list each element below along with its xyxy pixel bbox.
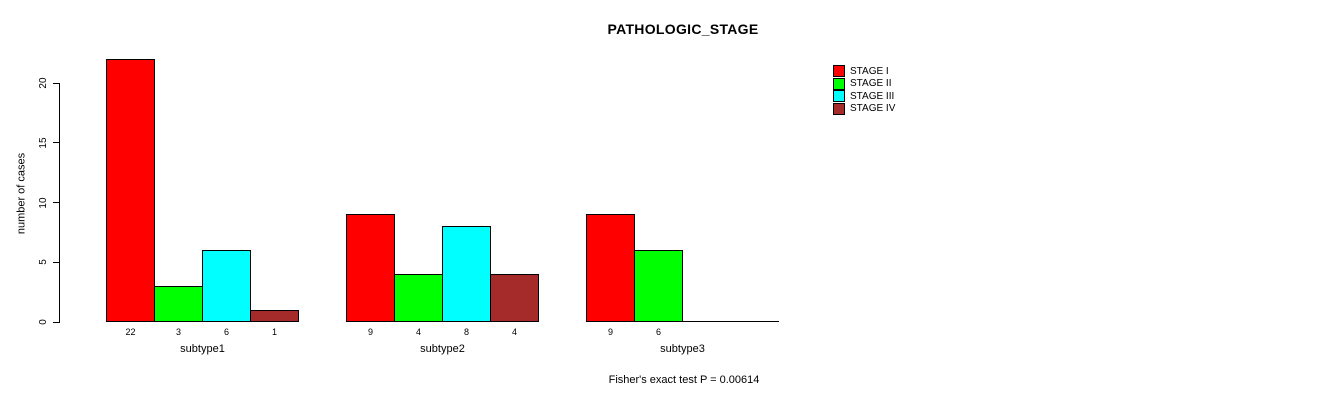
legend-item: STAGE III (833, 90, 895, 103)
bar (106, 59, 155, 322)
y-tick-label: 20 (38, 77, 49, 89)
bar-count-label: 4 (511, 327, 517, 337)
bar-count-label: 3 (175, 327, 181, 337)
bar-count-label: 8 (463, 327, 469, 337)
legend-swatch-stage-i (833, 65, 845, 78)
y-tick-label: 0 (38, 319, 49, 325)
y-tick-mark (53, 202, 60, 203)
bar (154, 286, 203, 322)
y-tick-mark (53, 82, 60, 84)
y-axis-line (59, 83, 60, 323)
legend-label: STAGE II (850, 78, 892, 90)
bar (634, 250, 683, 322)
bar-count-label: 6 (223, 327, 229, 337)
legend-label: STAGE III (850, 90, 895, 102)
bar-count-label: 4 (415, 327, 421, 337)
y-tick-mark (53, 321, 60, 323)
legend-item: STAGE II (833, 77, 895, 91)
bar-count-label: 22 (125, 327, 136, 337)
y-tick-mark (53, 261, 60, 263)
y-tick-mark (53, 142, 60, 144)
zero-bar-baseline (682, 321, 731, 322)
zero-bar-baseline (730, 321, 779, 322)
group-label: subtype3 (660, 343, 705, 355)
bar (250, 310, 299, 322)
bar (586, 214, 635, 322)
legend-swatch-stage-iii (833, 90, 845, 103)
footnote-stat-test: Fisher's exact test P = 0.00614 (608, 374, 760, 386)
legend-swatch-stage-iv (833, 102, 845, 115)
legend: STAGE I STAGE II STAGE III STAGE IV (833, 65, 895, 115)
bar-count-label: 9 (367, 327, 373, 337)
y-tick-label: 5 (38, 259, 49, 266)
y-tick-label: 15 (38, 137, 49, 149)
y-axis-title: number of cases (15, 152, 28, 235)
chart-title: PATHOLOGIC_STAGE (607, 21, 759, 37)
group-label: subtype1 (180, 343, 225, 355)
legend-item: STAGE IV (833, 102, 896, 116)
bar (394, 274, 443, 322)
bar-count-label: 9 (607, 327, 613, 337)
legend-label: STAGE I (850, 65, 889, 77)
legend-swatch-stage-ii (833, 77, 845, 90)
bar (202, 250, 251, 322)
bar-count-label: 1 (271, 327, 277, 337)
legend-label: STAGE IV (850, 103, 896, 115)
bar (490, 274, 539, 322)
legend-item: STAGE I (833, 65, 895, 78)
group-label: subtype2 (420, 343, 465, 355)
bar-count-label: 6 (655, 327, 661, 337)
bar (346, 214, 395, 322)
bar (442, 226, 491, 322)
y-tick-label: 10 (38, 196, 49, 209)
